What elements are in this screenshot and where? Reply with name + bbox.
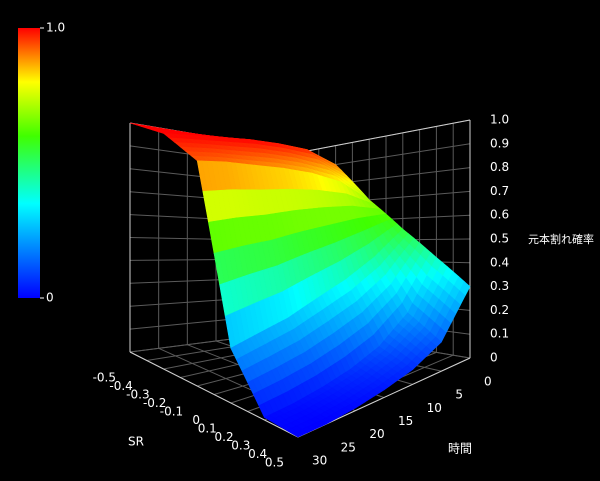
surface-cell <box>259 317 323 405</box>
z-tick-label: 0.6 <box>490 208 509 222</box>
x-tick-label: 0.1 <box>198 422 217 436</box>
y-axis-label: 時間 <box>448 442 472 456</box>
y-tick-label: 25 <box>341 440 356 454</box>
y-tick-label: 10 <box>427 401 442 415</box>
surface-cell <box>254 164 318 319</box>
box-edge <box>129 351 299 438</box>
surface-cell <box>373 228 437 314</box>
x-tick-label: 0.5 <box>265 456 284 470</box>
y-tick-label: 30 <box>312 454 327 468</box>
surface-cell <box>345 256 409 348</box>
z-tick-label: 0.8 <box>490 160 509 174</box>
surface-cell <box>162 133 227 163</box>
surface-cell <box>316 279 380 370</box>
surface-cell <box>349 346 414 391</box>
x-tick-label: 0 <box>192 413 200 427</box>
surface-cell <box>339 180 404 258</box>
y-tick-label: 0 <box>484 375 492 389</box>
surface-cell <box>225 161 289 334</box>
z-tick-label: 1.0 <box>490 113 509 127</box>
z-axis-label: 元本割れ確率 <box>528 232 594 246</box>
z-tick-label: 0 <box>490 351 498 365</box>
x-tick-label: 0.3 <box>231 439 250 453</box>
surface-cell <box>321 368 385 409</box>
surface-cell <box>311 172 375 281</box>
surface-cell <box>292 387 356 425</box>
surface-cell <box>191 135 256 166</box>
z-tick-label: 0.1 <box>490 327 509 341</box>
x-tick-label: -0.3 <box>126 388 149 402</box>
surface-cell <box>407 257 471 343</box>
x-tick-label: -0.5 <box>93 371 116 385</box>
colorbar-tick-label: 0 <box>46 291 54 305</box>
x-axis-label: SR <box>128 435 144 449</box>
y-tick-label: 5 <box>455 388 463 402</box>
x-tick-label: -0.1 <box>160 405 183 419</box>
surface-cell <box>287 298 351 389</box>
x-tick-label: -0.2 <box>143 396 166 410</box>
x-tick-label: 0.4 <box>248 447 267 461</box>
surface-cell <box>129 122 193 136</box>
surface-cell <box>230 332 294 418</box>
y-tick-label: 20 <box>369 427 384 441</box>
surface-cell <box>278 143 341 182</box>
colorbar <box>18 28 40 298</box>
box-edge <box>301 119 471 153</box>
x-tick-label: -0.4 <box>109 379 132 393</box>
z-tick-label: 0.3 <box>490 279 509 293</box>
z-tick-label: 0.2 <box>490 303 509 317</box>
z-tick-label: 0.4 <box>490 255 509 269</box>
z-tick-label: 0.5 <box>490 232 509 246</box>
y-tick-label: 15 <box>398 414 413 428</box>
surface-cell <box>196 160 260 349</box>
z-tick-label: 0.9 <box>490 136 509 150</box>
x-tick-label: 0.2 <box>215 430 234 444</box>
surface-patch <box>291 431 304 438</box>
colorbar-tick-label: 1.0 <box>46 21 65 35</box>
surface-cell <box>306 149 370 201</box>
surface-cell <box>282 167 346 300</box>
surface-cell <box>248 139 313 174</box>
z-tick-label: 0.7 <box>490 184 509 198</box>
surface-cell <box>263 403 328 438</box>
